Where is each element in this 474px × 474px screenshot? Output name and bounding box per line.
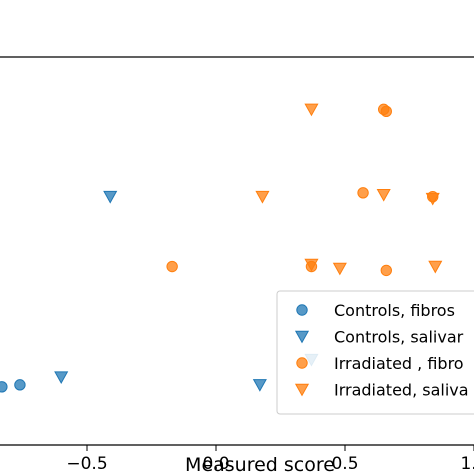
legend-marker-2 (296, 357, 308, 369)
x-tick-label: 1.0 (460, 454, 474, 474)
x-axis-ticks: −1.5−1.0−0.50.00.51.01.52. (66, 445, 474, 474)
series-3-point-9 (428, 260, 443, 274)
legend: Controls, fibros Controls, salivar Irradia… (276, 290, 474, 415)
series-3-point-7 (304, 258, 319, 272)
series-2-point-8 (166, 260, 178, 273)
series-0-point-9 (14, 379, 26, 391)
legend-marker-3 (294, 383, 310, 397)
x-axis-title: Measured score (185, 454, 335, 474)
plot-frame (0, 56, 474, 446)
legend-box (276, 290, 474, 415)
legend-marker-1 (294, 330, 310, 344)
legend-label: Controls, fibros (334, 301, 455, 320)
series-2-point-9 (380, 264, 392, 277)
series-1-point-7 (54, 371, 69, 385)
x-tick-label: 0.5 (331, 454, 358, 474)
legend-marker-0 (296, 304, 308, 316)
series-0-point-7 (0, 381, 8, 393)
series-3-point-3 (425, 192, 440, 206)
series-1-point-8 (252, 379, 267, 392)
x-tick-label: 0.0 (202, 454, 229, 474)
series-3-point-8 (332, 262, 347, 276)
legend-entries: Controls, fibros Controls, salivar Irradia… (294, 301, 469, 400)
legend-label: Irradiated , fibro (334, 354, 464, 373)
series-3-point-1 (255, 190, 270, 204)
series-3-point-2 (376, 188, 391, 202)
series-2-point-6 (378, 103, 390, 116)
series-3-point-0 (304, 103, 319, 117)
series-2-point-1 (357, 187, 369, 199)
x-tick-label: −0.5 (66, 454, 107, 474)
legend-label: Irradiated, saliva (334, 381, 469, 400)
legend-label: Controls, salivar (334, 328, 464, 347)
series-1-point-0 (103, 190, 118, 204)
